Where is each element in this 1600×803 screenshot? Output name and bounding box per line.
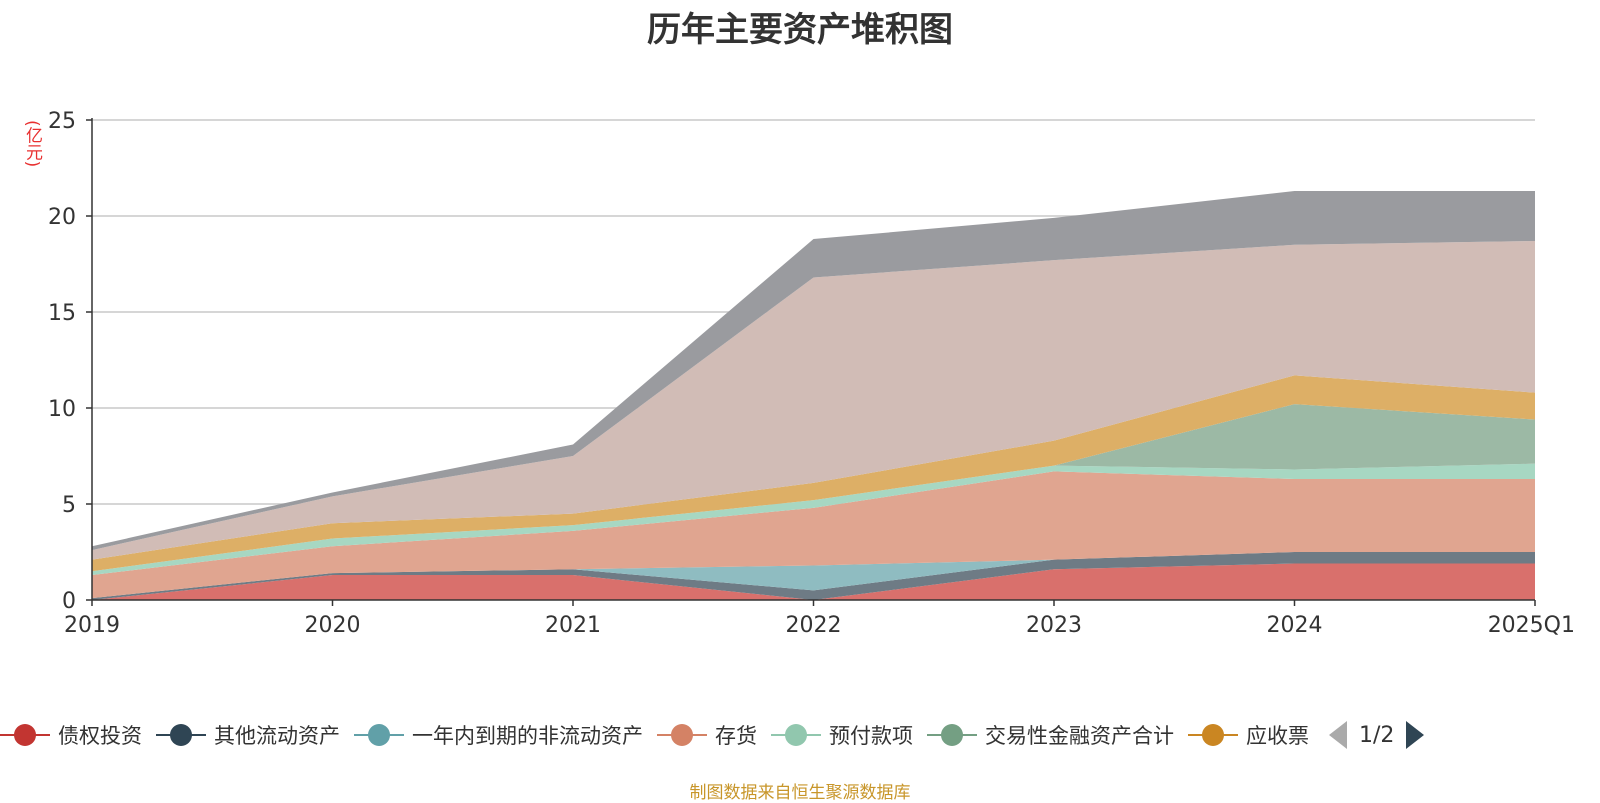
legend-item[interactable]: 应收票 <box>1188 720 1309 750</box>
legend-marker-icon <box>1188 723 1238 747</box>
x-tick-label: 2019 <box>64 613 120 638</box>
y-tick-label: 15 <box>48 301 76 326</box>
legend-label: 债权投资 <box>58 724 142 748</box>
legend-item[interactable]: 其他流动资产 <box>156 720 340 750</box>
legend-next-page-icon[interactable] <box>1406 721 1425 749</box>
area-预付款项 <box>92 463 1535 576</box>
chart-title: 历年主要资产堆积图 <box>647 10 953 50</box>
legend-label: 其他流动资产 <box>214 724 340 748</box>
legend-item[interactable]: 交易性金融资产合计 <box>927 720 1174 750</box>
area-应收票 <box>92 375 1535 572</box>
y-tick-label: 25 <box>48 109 76 134</box>
tick-labels: 0 5 10 15 20 25 2019 2020 2021 2022 2023 2024 2025Q1 <box>48 109 1575 638</box>
legend-item[interactable]: 预付款项 <box>771 720 913 750</box>
x-tick-label: 2021 <box>545 613 601 638</box>
legend-item[interactable]: 存货 <box>657 720 757 750</box>
legend-pager: 1/2 <box>1329 721 1425 749</box>
legend-marker-icon <box>354 723 404 747</box>
area-其他资产 <box>92 191 1535 551</box>
area-存货 <box>92 471 1535 599</box>
area-其他 <box>92 240 1535 560</box>
y-tick-label: 5 <box>62 493 76 518</box>
y-tick-label: 20 <box>48 205 76 230</box>
area-其他流动资产 <box>92 552 1535 600</box>
legend: 债权投资 其他流动资产 一年内到期的非流动资产 存货 预付款项 交易性金融资产合计 应收票 … <box>0 718 1425 752</box>
area-一年内到期的非流动资产 <box>92 552 1535 599</box>
y-axis-unit-label: (亿元) <box>22 120 42 168</box>
x-tick-label: 2020 <box>305 613 361 638</box>
legend-page-indicator: 1/2 <box>1359 722 1395 748</box>
x-tick-label: 2025Q1 <box>1488 613 1575 638</box>
area-交易性金融资产合计 <box>92 404 1535 572</box>
area-债权投资 <box>92 563 1535 600</box>
x-tick-label: 2022 <box>786 613 842 638</box>
legend-marker-icon <box>156 723 206 747</box>
x-tick-label: 2024 <box>1267 613 1323 638</box>
legend-label: 应收票 <box>1246 724 1309 748</box>
y-tick-label: 0 <box>62 589 76 614</box>
legend-marker-icon <box>657 723 707 747</box>
legend-item[interactable]: 债权投资 <box>0 720 142 750</box>
legend-item[interactable]: 一年内到期的非流动资产 <box>354 720 643 750</box>
data-source-note: 制图数据来自恒生聚源数据库 <box>689 783 911 803</box>
area-series <box>92 191 1535 600</box>
legend-label: 一年内到期的非流动资产 <box>412 724 643 748</box>
legend-label: 交易性金融资产合计 <box>985 724 1174 748</box>
legend-marker-icon <box>771 723 821 747</box>
legend-marker-icon <box>0 723 50 747</box>
y-tick-label: 10 <box>48 397 76 422</box>
x-tick-label: 2023 <box>1026 613 1082 638</box>
legend-label: 存货 <box>715 724 757 748</box>
legend-prev-page-icon[interactable] <box>1329 721 1347 749</box>
legend-marker-icon <box>927 723 977 747</box>
legend-label: 预付款项 <box>829 724 913 748</box>
